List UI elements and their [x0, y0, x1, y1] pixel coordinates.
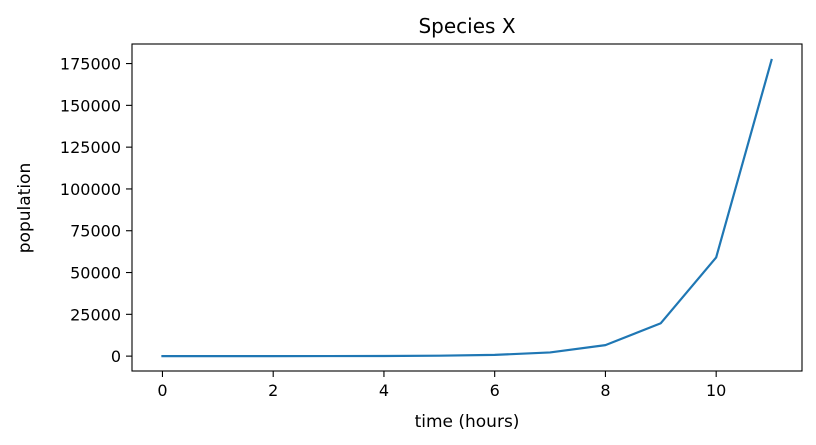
x-axis-label: time (hours): [415, 412, 520, 432]
axis-ticks: 0 2 4 6 8 10 0 25000 50000 75000 100000 125000 15000…: [60, 55, 726, 400]
x-tick-label: 2: [268, 381, 278, 400]
y-tick-label: 25000: [70, 305, 121, 324]
y-tick-label: 150000: [60, 96, 121, 115]
x-tick-label: 8: [600, 381, 610, 400]
y-tick-label: 50000: [70, 264, 121, 283]
series-line: [161, 58, 773, 358]
plot-frame: [131, 43, 803, 372]
x-tick-label: 6: [490, 381, 500, 400]
y-axis-label: population: [15, 163, 35, 253]
y-tick-label: 75000: [70, 222, 121, 241]
x-tick-label: 0: [157, 381, 167, 400]
y-tick-label: 100000: [60, 180, 121, 199]
x-tick-label: 4: [379, 381, 389, 400]
plot-area: [132, 44, 802, 371]
y-tick-label: 175000: [60, 55, 121, 74]
x-tick-label: 10: [706, 381, 726, 400]
chart-title: Species X: [418, 14, 515, 38]
y-tick-label: 0: [111, 347, 121, 366]
y-tick-label: 125000: [60, 138, 121, 157]
